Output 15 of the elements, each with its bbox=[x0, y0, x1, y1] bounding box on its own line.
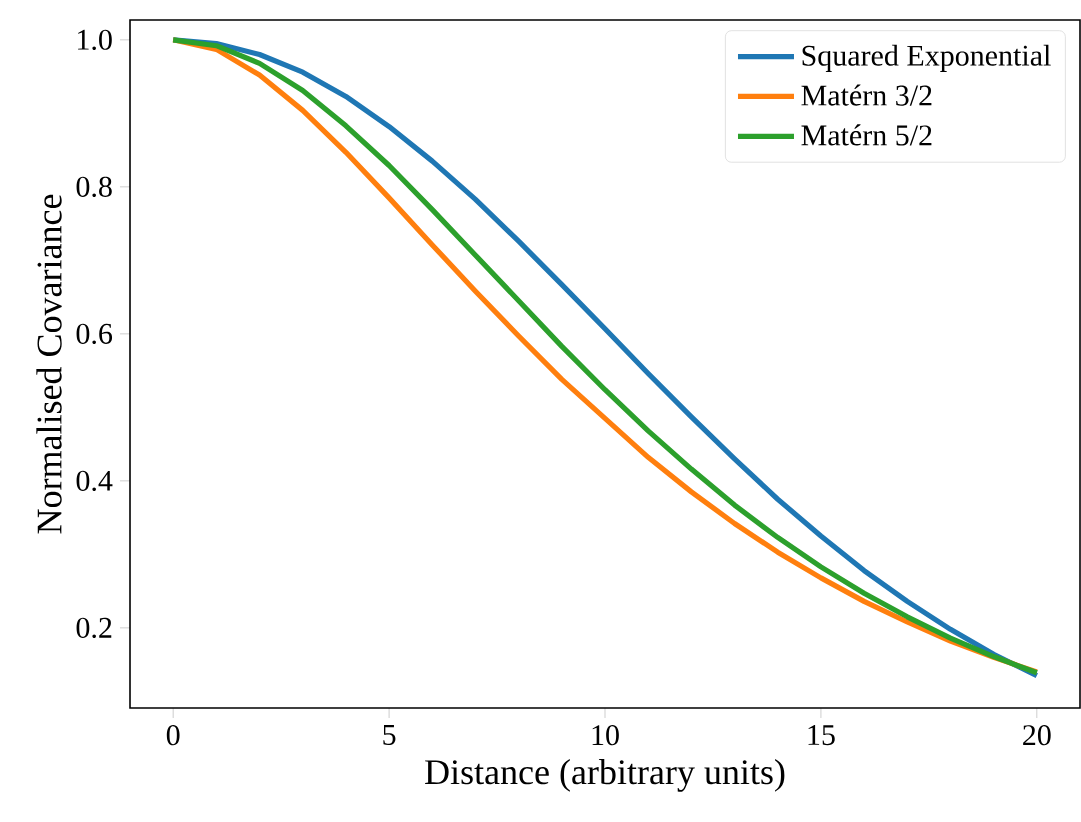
y-tick-label: 0.8 bbox=[76, 176, 112, 198]
legend-label: Squared Exponential bbox=[802, 44, 1051, 72]
y-tick-label: 0.4 bbox=[76, 470, 113, 492]
y-tick-label: 0.2 bbox=[76, 617, 112, 639]
x-tick-label: 10 bbox=[592, 725, 619, 746]
legend-label: Matérn 5/2 bbox=[801, 124, 932, 146]
y-tick-label: 1.0 bbox=[78, 29, 112, 51]
x-tick-label: 15 bbox=[808, 725, 835, 746]
x-tick-label: 0 bbox=[166, 725, 180, 746]
y-tick-label: 0.6 bbox=[76, 323, 113, 345]
x-axis-title: Distance (arbitrary units) bbox=[425, 759, 785, 792]
y-axis-title: Normalised Covariance bbox=[36, 194, 62, 534]
x-tick-label: 5 bbox=[383, 725, 396, 745]
legend-label: Matérn 3/2 bbox=[801, 84, 932, 106]
x-tick-label: 20 bbox=[1023, 725, 1051, 746]
